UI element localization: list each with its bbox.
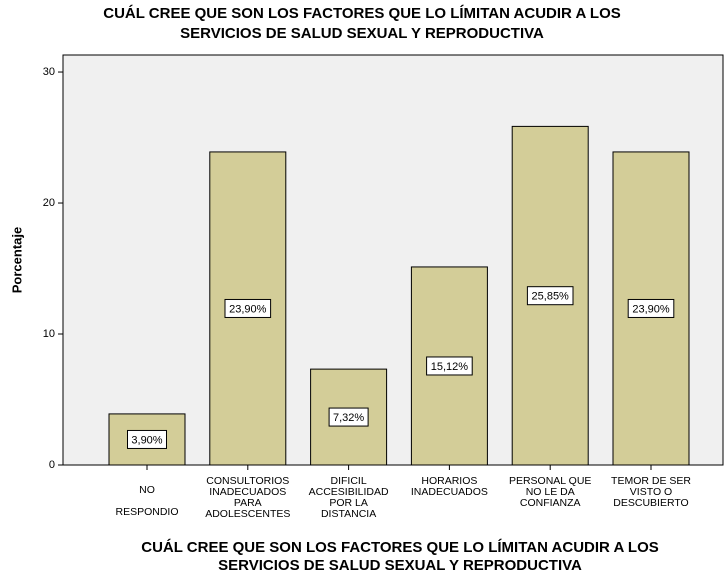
value-label: 23,90%	[229, 303, 267, 315]
x-tick-label: PARA	[234, 497, 262, 509]
value-label: 15,12%	[431, 361, 469, 373]
value-label-box	[627, 298, 675, 318]
x-tick-label: INADECUADOS	[411, 486, 488, 498]
value-label-box	[426, 356, 473, 376]
value-label-box	[328, 407, 369, 427]
y-axis-label: Porcentaje	[9, 227, 24, 293]
value-label: 7,32%	[333, 412, 364, 424]
x-tick-label: ADOLESCENTES	[205, 508, 290, 520]
value-label: 23,90%	[632, 303, 670, 315]
x-tick-label: NO	[139, 484, 155, 496]
x-tick-label: HORARIOS	[421, 475, 477, 487]
x-tick-label: CONSULTORIOS	[206, 475, 289, 487]
value-label: 3,90%	[131, 434, 162, 446]
value-label: 25,85%	[532, 291, 570, 303]
x-tick-label: INADECUADOS	[209, 486, 286, 498]
x-tick-label: DESCUBIERTO	[613, 497, 688, 509]
value-label-box	[127, 429, 167, 449]
y-tick-label: 20	[43, 197, 55, 209]
x-tick-label: POR LA	[329, 497, 368, 509]
x-tick-label: DIFICIL	[331, 475, 367, 487]
x-tick-label: NO LE DA	[526, 486, 575, 498]
chart-title: SERVICIOS DE SALUD SEXUAL Y REPRODUCTIVA	[180, 25, 544, 42]
value-label-box	[526, 286, 574, 306]
x-tick-label: CONFIANZA	[520, 497, 581, 509]
y-tick-label: 0	[49, 459, 55, 471]
x-tick-label: RESPONDIO	[115, 506, 178, 518]
value-label-box	[224, 298, 272, 318]
chart-title: CUÁL CREE QUE SON LOS FACTORES QUE LO LÍ…	[103, 5, 621, 22]
y-tick-label: 10	[43, 328, 55, 340]
x-tick-label: ACCESIBILIDAD	[309, 486, 389, 498]
y-tick-label: 30	[43, 66, 55, 78]
x-axis-label: CUÁL CREE QUE SON LOS FACTORES QUE LO LÍ…	[141, 539, 659, 556]
x-axis-label: SERVICIOS DE SALUD SEXUAL Y REPRODUCTIVA	[218, 557, 582, 574]
x-tick-label: VISTO O	[630, 486, 672, 498]
x-tick-label: PERSONAL QUE	[509, 475, 591, 487]
x-tick-label: TEMOR DE SER	[611, 475, 691, 487]
x-tick-label: DISTANCIA	[321, 508, 376, 520]
